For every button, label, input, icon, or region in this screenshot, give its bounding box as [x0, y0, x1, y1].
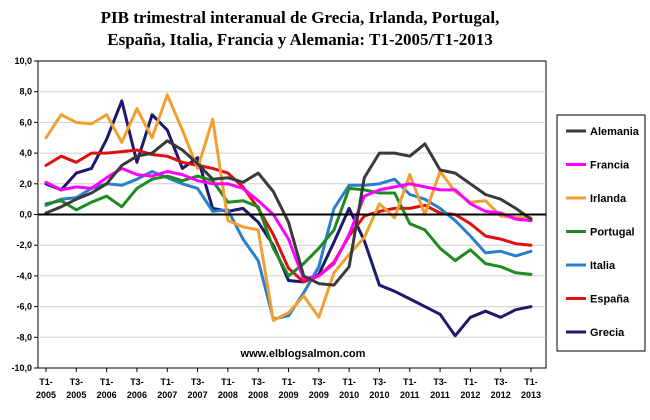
x-tick-label-year: 2005 [66, 390, 86, 400]
y-tick-label: 8,0 [19, 87, 32, 97]
x-tick-label-quarter: T3- [251, 377, 265, 387]
x-tick-label-year: 2010 [369, 390, 389, 400]
legend-items: Alemania Francia Irlanda Portugal Italia Espa… [566, 126, 640, 339]
x-tick-label-quarter: T1- [464, 377, 478, 387]
y-tick-label: 4,0 [19, 148, 32, 158]
legend-label-portugal: Portugal [590, 227, 635, 239]
series-line-alemania [44, 139, 533, 287]
legend-label-alemania: Alemania [590, 126, 640, 138]
y-tick-label: -6,0 [16, 302, 32, 312]
x-tick-label-year: 2013 [521, 390, 541, 400]
y-tick-label: -2,0 [16, 240, 32, 250]
x-tick-label-year: 2007 [188, 390, 208, 400]
chart-title-line-2: España, Italia, Francia y Alemania: T1-2… [107, 30, 493, 49]
x-axis: T1- 2005 T3- 2005 T1- 2006 T3- 2006 T1- 2007 T3- 20… [36, 368, 541, 400]
y-tick-label: 10,0 [14, 56, 32, 66]
legend-label-irlanda: Irlanda [590, 193, 627, 205]
x-tick-label-year: 2009 [309, 390, 329, 400]
y-tick-label: -10,0 [11, 363, 32, 373]
x-tick-label-year: 2007 [157, 390, 177, 400]
x-tick-label-year: 2011 [430, 390, 450, 400]
x-tick-label-year: 2012 [491, 390, 511, 400]
y-tick-label: 2,0 [19, 179, 32, 189]
series-lines [44, 93, 533, 338]
x-tick-label-quarter: T1- [524, 377, 538, 387]
x-tick-label-quarter: T1- [100, 377, 114, 387]
series-line-grecia [44, 99, 533, 338]
watermark: www.elblogsalmon.com [240, 348, 366, 360]
x-tick-label-year: 2009 [278, 390, 298, 400]
x-tick-label-year: 2011 [400, 390, 420, 400]
y-tick-label: -4,0 [16, 271, 32, 281]
x-tick-label-quarter: T1- [39, 377, 53, 387]
x-tick-label-quarter: T3- [494, 377, 508, 387]
series-line-irlanda [44, 93, 533, 322]
legend-label-francia: Francia [590, 160, 630, 172]
x-tick-label-quarter: T1- [282, 377, 296, 387]
y-axis: 10,0 8,0 6,0 4,0 2,0 0,0 -2,0 -4,0 -6,0 -8,0 -10,0 [11, 56, 38, 373]
chart-title-line-1: PIB trimestral interanual de Grecia, Irl… [101, 8, 500, 27]
x-tick-label-quarter: T3- [130, 377, 144, 387]
legend-label-grecia: Grecia [590, 327, 625, 339]
legend-label-españa: España [590, 294, 630, 306]
x-tick-label-quarter: T3- [312, 377, 326, 387]
series-line-italia [44, 170, 533, 321]
y-tick-label: 6,0 [19, 117, 32, 127]
legend-label-italia: Italia [590, 260, 616, 272]
x-tick-label-year: 2006 [97, 390, 117, 400]
y-tick-label: -8,0 [16, 332, 32, 342]
series-line-francia [44, 166, 533, 281]
x-tick-label-quarter: T3- [433, 377, 447, 387]
y-tick-label: 0,0 [19, 210, 32, 220]
x-tick-label-year: 2006 [127, 390, 147, 400]
series-line-portugal [44, 174, 533, 278]
x-tick-label-quarter: T3- [191, 377, 205, 387]
x-tick-label-quarter: T3- [70, 377, 84, 387]
x-tick-label-quarter: T3- [373, 377, 387, 387]
x-tick-label-year: 2012 [460, 390, 480, 400]
x-tick-label-year: 2005 [36, 390, 56, 400]
x-tick-label-quarter: T1- [221, 377, 235, 387]
x-tick-label-year: 2010 [339, 390, 359, 400]
x-tick-label-quarter: T1- [342, 377, 356, 387]
x-tick-label-quarter: T1- [403, 377, 417, 387]
x-tick-label-year: 2008 [218, 390, 238, 400]
x-tick-label-quarter: T1- [161, 377, 175, 387]
x-tick-label-year: 2008 [248, 390, 268, 400]
